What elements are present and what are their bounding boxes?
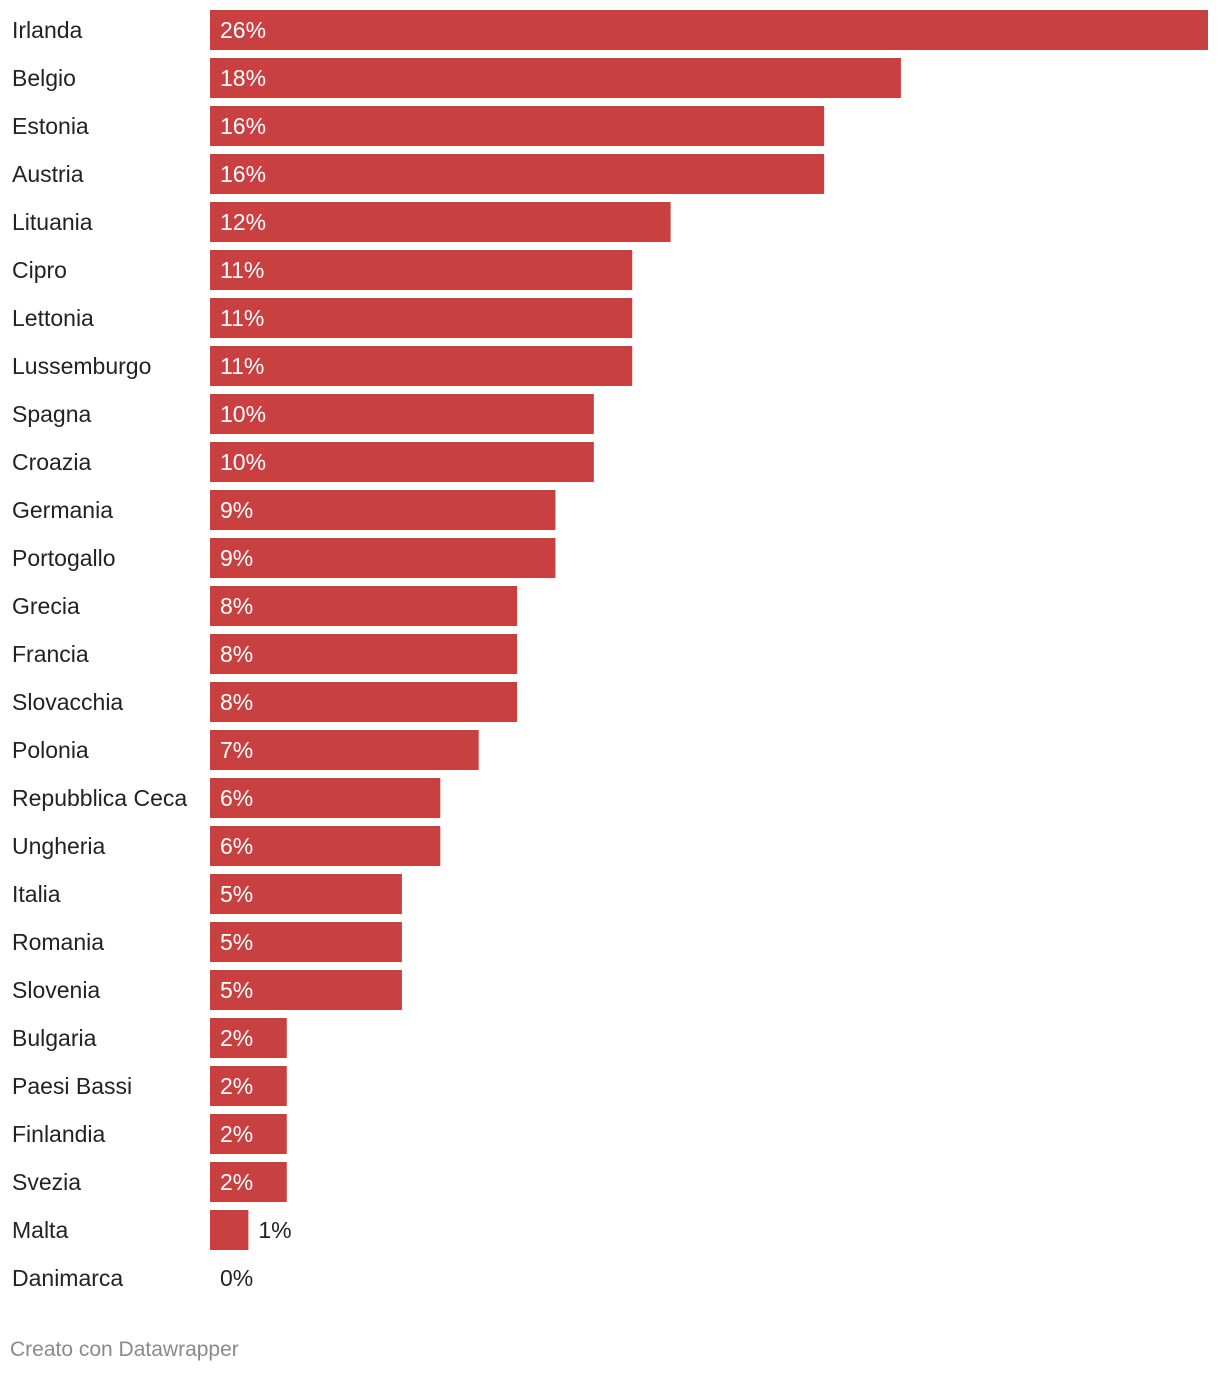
category-label: Danimarca bbox=[12, 1265, 123, 1291]
bar bbox=[210, 682, 518, 722]
bar bbox=[210, 1162, 287, 1202]
value-label: 7% bbox=[220, 737, 253, 763]
bar bbox=[210, 202, 671, 242]
bar bbox=[210, 490, 556, 530]
category-label: Spagna bbox=[12, 401, 92, 427]
bar bbox=[210, 394, 594, 434]
category-label: Estonia bbox=[12, 113, 89, 139]
category-label: Polonia bbox=[12, 737, 89, 763]
value-label: 8% bbox=[220, 641, 253, 667]
category-label: Germania bbox=[12, 497, 113, 523]
bar bbox=[210, 1018, 287, 1058]
bar bbox=[210, 922, 402, 962]
value-label: 10% bbox=[220, 401, 266, 427]
category-label: Slovenia bbox=[12, 977, 100, 1003]
bar bbox=[210, 346, 633, 386]
value-label: 11% bbox=[220, 257, 264, 283]
category-label: Paesi Bassi bbox=[12, 1073, 132, 1099]
value-label: 0% bbox=[220, 1265, 253, 1291]
value-label: 1% bbox=[258, 1217, 291, 1243]
category-label: Bulgaria bbox=[12, 1025, 97, 1051]
bar bbox=[210, 970, 402, 1010]
category-label: Romania bbox=[12, 929, 104, 955]
bar bbox=[210, 298, 633, 338]
bar bbox=[210, 586, 518, 626]
value-label: 26% bbox=[220, 17, 266, 43]
category-label: Finlandia bbox=[12, 1121, 106, 1147]
bar bbox=[210, 106, 825, 146]
category-label: Italia bbox=[12, 881, 61, 907]
value-label: 9% bbox=[220, 497, 253, 523]
bar bbox=[210, 250, 633, 290]
value-label: 8% bbox=[220, 593, 253, 619]
category-label: Cipro bbox=[12, 257, 67, 283]
bar bbox=[210, 538, 556, 578]
category-label: Slovacchia bbox=[12, 689, 123, 715]
value-label: 2% bbox=[220, 1025, 253, 1051]
value-label: 5% bbox=[220, 881, 253, 907]
category-label: Croazia bbox=[12, 449, 91, 475]
bar bbox=[210, 1210, 249, 1250]
category-label: Belgio bbox=[12, 65, 76, 91]
bar bbox=[210, 874, 402, 914]
value-label: 8% bbox=[220, 689, 253, 715]
value-label: 16% bbox=[220, 161, 266, 187]
value-label: 5% bbox=[220, 977, 253, 1003]
value-label: 12% bbox=[220, 209, 266, 235]
category-label: Austria bbox=[12, 161, 84, 187]
category-label: Lettonia bbox=[12, 305, 94, 331]
bar-chart: Irlanda 26% Belgio 18% Estonia 16% Austria 16% L… bbox=[12, 10, 1208, 1291]
value-label: 2% bbox=[220, 1073, 253, 1099]
bar bbox=[210, 58, 901, 98]
category-label: Lussemburgo bbox=[12, 353, 151, 379]
bar bbox=[210, 634, 518, 674]
bar bbox=[210, 778, 441, 818]
bar bbox=[210, 154, 825, 194]
bar bbox=[210, 730, 479, 770]
value-label: 6% bbox=[220, 785, 253, 811]
category-label: Repubblica Ceca bbox=[12, 785, 187, 811]
value-label: 5% bbox=[220, 929, 253, 955]
category-label: Grecia bbox=[12, 593, 80, 619]
datawrapper-credit[interactable]: Creato con Datawrapper bbox=[10, 1338, 239, 1361]
bar bbox=[210, 442, 594, 482]
category-label: Malta bbox=[12, 1217, 68, 1243]
category-label: Svezia bbox=[12, 1169, 81, 1195]
value-label: 6% bbox=[220, 833, 253, 859]
value-label: 9% bbox=[220, 545, 253, 571]
bar bbox=[210, 1114, 287, 1154]
value-label: 16% bbox=[220, 113, 266, 139]
category-label: Irlanda bbox=[12, 17, 83, 43]
value-label: 10% bbox=[220, 449, 266, 475]
value-label: 11% bbox=[220, 305, 264, 331]
value-label: 18% bbox=[220, 65, 266, 91]
category-label: Lituania bbox=[12, 209, 93, 235]
value-label: 11% bbox=[220, 353, 264, 379]
value-label: 2% bbox=[220, 1169, 253, 1195]
bar bbox=[210, 826, 441, 866]
value-label: 2% bbox=[220, 1121, 253, 1147]
category-label: Ungheria bbox=[12, 833, 106, 859]
category-label: Portogallo bbox=[12, 545, 116, 571]
bar bbox=[210, 10, 1208, 50]
bar bbox=[210, 1066, 287, 1106]
category-label: Francia bbox=[12, 641, 89, 667]
